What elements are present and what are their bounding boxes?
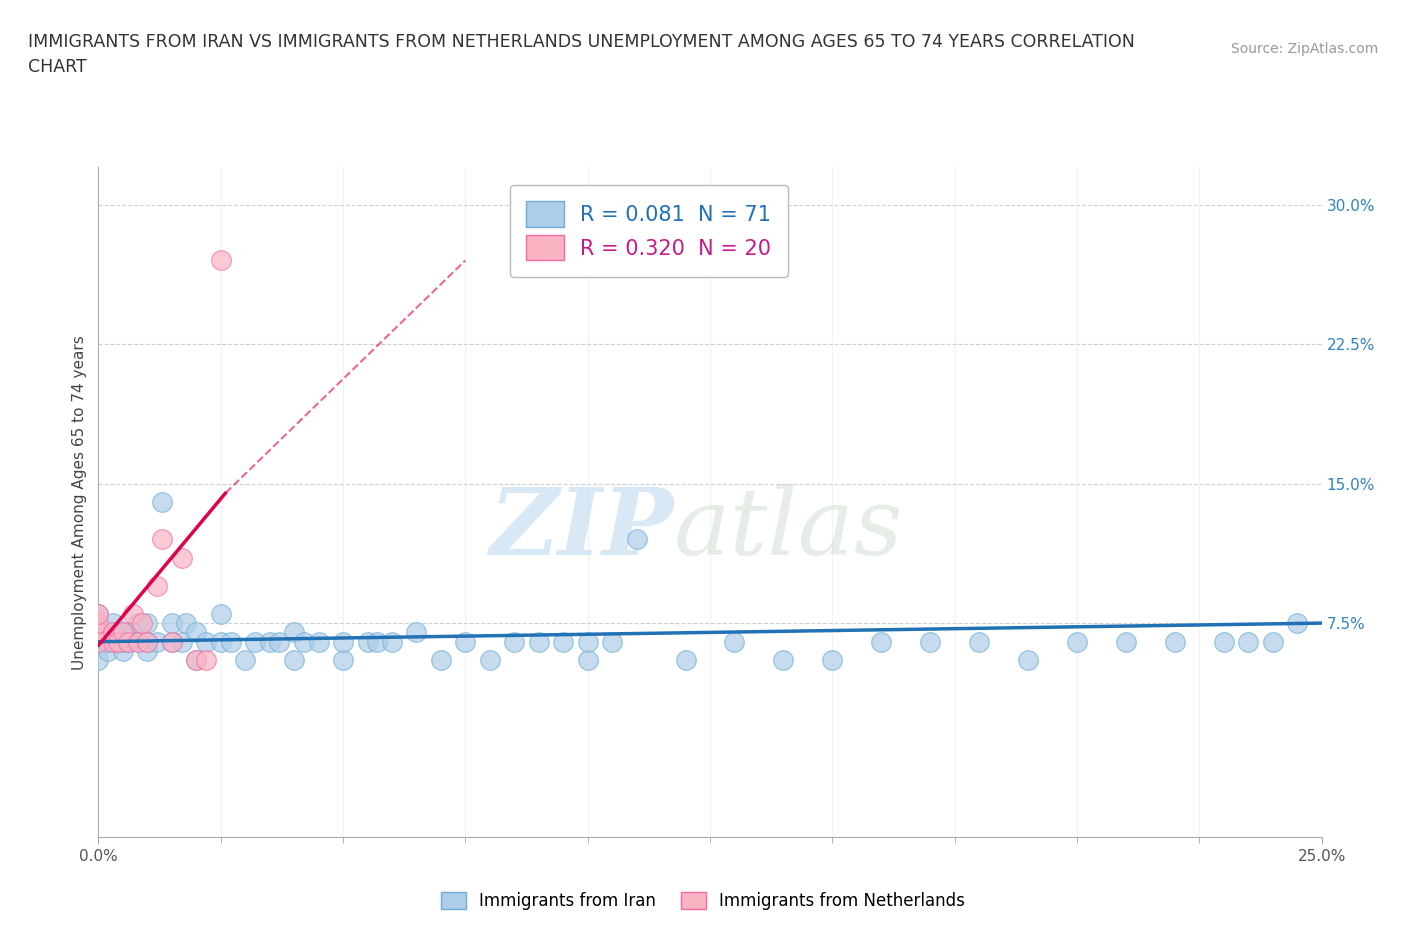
Point [136,634,159,649]
Point [131,616,153,631]
Point [723,634,745,649]
Point [146,634,169,649]
Point [186,653,208,668]
Point [87,625,110,640]
Point [111,625,134,640]
Text: Source: ZipAtlas.com: Source: ZipAtlas.com [1230,42,1378,56]
Point [186,653,208,668]
Point [269,634,291,649]
Point [195,634,218,649]
Point [527,634,550,649]
Point [127,616,149,631]
Point [219,634,242,649]
Point [553,634,575,649]
Point [101,634,124,649]
Point [1164,634,1187,649]
Point [107,634,129,649]
Point [160,616,183,631]
Point [97,644,120,658]
Point [772,653,794,668]
Point [160,634,183,649]
Point [1212,634,1234,649]
Point [332,653,354,668]
Point [87,616,110,631]
Point [170,551,193,565]
Point [136,616,159,631]
Point [675,653,697,668]
Point [87,606,110,621]
Point [209,606,232,621]
Point [576,653,599,668]
Point [576,634,599,649]
Point [920,634,942,649]
Point [209,253,232,268]
Point [87,634,110,649]
Point [101,616,124,631]
Point [117,634,139,649]
Text: atlas: atlas [673,484,903,574]
Point [503,634,526,649]
Point [283,653,305,668]
Point [107,634,129,649]
Point [117,634,139,649]
Point [870,634,893,649]
Point [356,634,378,649]
Legend: R = 0.081  N = 71, R = 0.320  N = 20: R = 0.081 N = 71, R = 0.320 N = 20 [509,184,789,277]
Text: ZIP: ZIP [489,484,673,574]
Point [101,625,124,640]
Point [478,653,501,668]
Point [967,634,990,649]
Point [150,495,173,510]
Point [87,653,110,668]
Point [127,634,149,649]
Point [87,606,110,621]
Point [454,634,477,649]
Point [97,634,120,649]
Point [626,532,648,547]
Point [160,634,183,649]
Point [150,532,173,547]
Point [121,606,143,621]
Point [170,634,193,649]
Point [233,653,256,668]
Point [111,634,134,649]
Point [176,616,198,631]
Point [821,653,844,668]
Point [1017,653,1039,668]
Text: IMMIGRANTS FROM IRAN VS IMMIGRANTS FROM NETHERLANDS UNEMPLOYMENT AMONG AGES 65 T: IMMIGRANTS FROM IRAN VS IMMIGRANTS FROM … [28,33,1135,75]
Point [308,634,330,649]
Point [292,634,315,649]
Point [430,653,453,668]
Point [136,644,159,658]
Legend: Immigrants from Iran, Immigrants from Netherlands: Immigrants from Iran, Immigrants from Ne… [434,885,972,917]
Point [101,625,124,640]
Point [600,634,623,649]
Point [405,625,427,640]
Point [1115,634,1137,649]
Point [283,625,305,640]
Point [111,644,134,658]
Point [186,625,208,640]
Point [195,653,218,668]
Point [366,634,388,649]
Point [259,634,281,649]
Point [127,634,149,649]
Point [121,625,143,640]
Point [1286,616,1309,631]
Point [332,634,354,649]
Point [136,634,159,649]
Point [87,634,110,649]
Point [381,634,404,649]
Point [87,625,110,640]
Point [87,616,110,631]
Point [111,625,134,640]
Point [146,578,169,593]
Point [1066,634,1088,649]
Y-axis label: Unemployment Among Ages 65 to 74 years: Unemployment Among Ages 65 to 74 years [72,335,87,670]
Point [1237,634,1260,649]
Point [209,634,232,649]
Point [243,634,266,649]
Point [1261,634,1284,649]
